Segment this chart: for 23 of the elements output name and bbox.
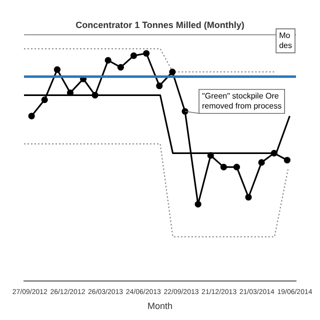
point — [258, 159, 265, 166]
point — [270, 150, 278, 156]
annotation: "Green" stockpile Ore removed from process — [202, 92, 282, 111]
point — [92, 92, 98, 98]
point — [54, 66, 61, 73]
point — [220, 164, 227, 170]
point — [169, 68, 176, 76]
point — [245, 194, 252, 201]
point — [156, 82, 163, 90]
point — [130, 52, 138, 59]
x-axis-title: Month — [147, 301, 173, 312]
annotation: Mo des — [279, 31, 292, 50]
point — [41, 96, 48, 104]
point — [28, 112, 35, 120]
point — [66, 90, 74, 96]
point — [284, 156, 290, 164]
point — [117, 64, 124, 71]
point — [194, 200, 202, 208]
chart-title: Concentrator 1 Tonnes Milled (Monthly) — [76, 20, 244, 30]
point — [233, 164, 240, 170]
point — [143, 50, 150, 57]
point — [207, 152, 214, 159]
point — [104, 57, 112, 64]
